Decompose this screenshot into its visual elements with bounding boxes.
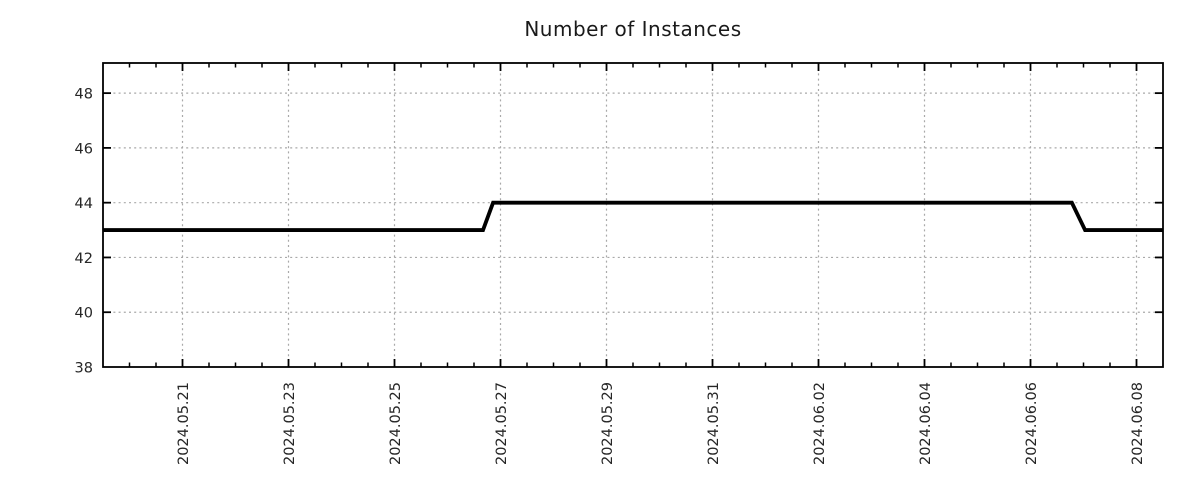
x-tick-label: 2024.05.27 <box>494 382 510 465</box>
y-tick-label: 40 <box>75 306 93 322</box>
plot-border <box>102 62 1164 368</box>
y-tick-label: 46 <box>75 141 93 157</box>
x-tick-label: 2024.06.06 <box>1024 382 1040 465</box>
x-tick-label: 2024.05.25 <box>388 382 404 465</box>
x-tick-label: 2024.05.31 <box>706 382 722 465</box>
x-tick-label: 2024.06.04 <box>918 382 934 465</box>
y-tick-label: 44 <box>75 196 93 212</box>
y-tick-label: 48 <box>75 87 93 103</box>
x-tick-label: 2024.06.02 <box>812 382 828 465</box>
x-tick-label: 2024.05.21 <box>176 382 192 465</box>
y-tick-label: 42 <box>75 251 93 267</box>
x-tick-label: 2024.05.23 <box>282 382 298 465</box>
series-line-instances <box>103 200 1163 232</box>
x-tick-label: 2024.05.29 <box>600 382 616 465</box>
chart-title: Number of Instances <box>524 17 742 41</box>
x-tick-label: 2024.06.08 <box>1130 382 1146 465</box>
y-tick-label: 38 <box>75 361 93 377</box>
